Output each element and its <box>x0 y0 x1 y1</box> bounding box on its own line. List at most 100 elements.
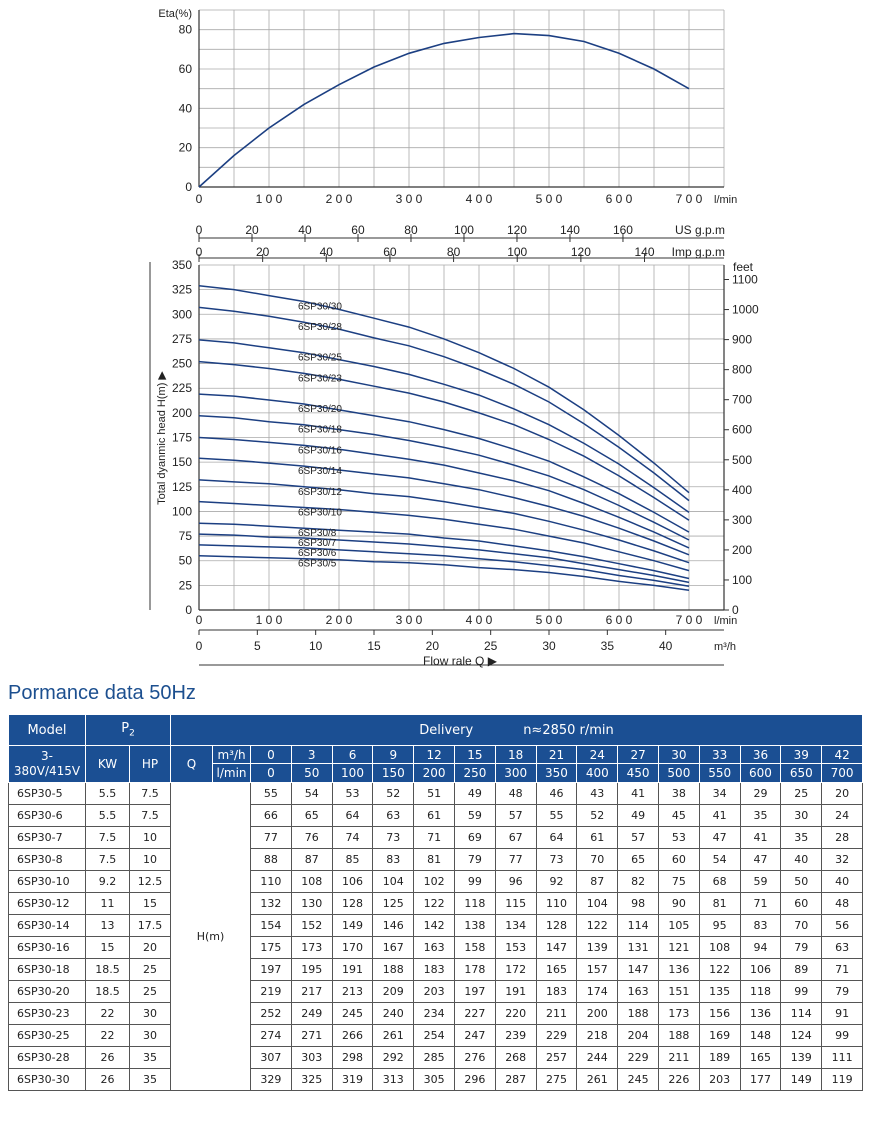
feet-axis-unit: feet <box>733 260 754 274</box>
kw-cell: 26 <box>85 1068 130 1091</box>
x-tick-label: 5 0 0 <box>536 613 563 627</box>
head-value-cell: 142 <box>413 914 455 937</box>
voltage-header: 3- 380V/415V <box>8 745 86 783</box>
head-value-cell: 63 <box>372 804 415 827</box>
hp-cell: 25 <box>128 958 172 981</box>
feet-tick-label: 200 <box>732 543 752 557</box>
head-value-cell: 219 <box>250 980 292 1003</box>
head-value-cell: 191 <box>331 958 374 981</box>
feet-tick-label: 300 <box>732 513 752 527</box>
head-value-cell: 122 <box>413 892 455 915</box>
head-value-cell: 108 <box>698 936 741 959</box>
head-value-cell: 79 <box>821 980 863 1003</box>
y-tick-label: 50 <box>179 554 193 568</box>
m3h-tick-label: 10 <box>309 639 323 653</box>
head-value-cell: 50 <box>780 870 823 893</box>
table-row: 6SP30-12 11 15 132 130 128 125 122 118 115 110 104 9… <box>8 892 863 915</box>
m3h-axis-unit: m³/h <box>714 641 736 653</box>
usgpm-tick-label: 0 <box>196 223 203 237</box>
head-curve <box>198 284 690 494</box>
head-value-cell: 74 <box>331 826 374 849</box>
q-lmin-cell: 200 <box>413 763 455 783</box>
head-chart: 0255075100125150175200225250275300325350… <box>149 223 759 668</box>
kw-cell: 5.5 <box>85 804 130 827</box>
table-row: 6SP30-28 26 35 307 303 298 292 285 276 268 257 244 2… <box>8 1046 863 1069</box>
head-value-cell: 274 <box>250 1024 292 1047</box>
head-value-cell: 197 <box>454 980 496 1003</box>
y-tick-label: 80 <box>179 23 193 37</box>
m3h-tick-label: 15 <box>367 639 381 653</box>
head-value-cell: 239 <box>494 1024 537 1047</box>
series-label: 6SP30/16 <box>298 445 342 456</box>
impgpm-tick-label: 40 <box>320 245 334 259</box>
hp-header: HP <box>128 745 172 783</box>
head-value-cell: 122 <box>576 914 619 937</box>
head-value-cell: 121 <box>657 936 700 959</box>
head-value-cell: 70 <box>780 914 823 937</box>
m3h-tick-label: 0 <box>196 639 203 653</box>
hp-cell: 7.5 <box>128 804 172 827</box>
hp-cell: 12.5 <box>128 870 172 893</box>
head-value-cell: 153 <box>494 936 537 959</box>
hp-cell: 35 <box>128 1068 172 1091</box>
head-value-cell: 81 <box>413 848 455 871</box>
table-row: 6SP30-5 5.5 7.5 H(m) 55 54 53 52 51 49 48 46 43 41 38 3… <box>8 782 863 1091</box>
head-value-cell: 60 <box>780 892 823 915</box>
head-value-cell: 65 <box>290 804 333 827</box>
head-value-cell: 245 <box>331 1002 374 1025</box>
head-value-cell: 104 <box>372 870 415 893</box>
head-value-cell: 220 <box>494 1002 537 1025</box>
head-value-cell: 128 <box>331 892 374 915</box>
head-value-cell: 178 <box>454 958 496 981</box>
hp-cell: 25 <box>128 980 172 1003</box>
efficiency-chart: 0 20 40 60 80 0 1 0 0 2 0 0 3 0 0 4 0 0 5 0 0 6 0 0… <box>158 8 737 206</box>
series-label: 6SP30/6 <box>298 548 337 559</box>
head-value-cell: 45 <box>657 804 700 827</box>
m3h-unit: m³/h <box>212 745 252 764</box>
q-m3h-cell: 27 <box>617 745 659 764</box>
head-value-cell: 40 <box>780 848 823 871</box>
series-label: 6SP30/5 <box>298 559 337 570</box>
head-value-cell: 191 <box>494 980 537 1003</box>
feet-tick-label: 900 <box>732 333 752 347</box>
m3h-tick-label: 5 <box>254 639 261 653</box>
table-row: 6SP30-20 18.5 25 219 217 213 209 203 197 191 183 17… <box>8 980 863 1003</box>
feet-tick-label: 1100 <box>732 273 758 287</box>
q-lmin-cell: 100 <box>331 763 374 783</box>
head-value-cell: 90 <box>657 892 700 915</box>
head-value-cell: 131 <box>617 936 659 959</box>
head-value-cell: 82 <box>617 870 659 893</box>
head-value-cell: 154 <box>250 914 292 937</box>
x-tick-label: 7 0 0 <box>676 192 703 206</box>
head-value-cell: 217 <box>290 980 333 1003</box>
x-tick-label: 0 <box>196 613 203 627</box>
q-header: Q <box>170 745 214 783</box>
head-value-cell: 73 <box>535 848 578 871</box>
q-m3h-cell: 39 <box>780 745 823 764</box>
head-value-cell: 147 <box>617 958 659 981</box>
performance-table-body: 6SP30-5 5.5 7.5 H(m) 55 54 53 52 51 49 48 46 43 41 38 3… <box>8 782 863 1091</box>
head-curve <box>198 533 690 584</box>
head-value-cell: 41 <box>739 826 782 849</box>
head-value-cell: 319 <box>331 1068 374 1091</box>
series-label: 6SP30/20 <box>298 404 342 415</box>
head-value-cell: 79 <box>454 848 496 871</box>
q-lmin-cell: 400 <box>576 763 619 783</box>
head-value-cell: 29 <box>739 782 782 805</box>
head-value-cell: 71 <box>413 826 455 849</box>
p2-subscript: 2 <box>129 728 135 739</box>
head-value-cell: 83 <box>372 848 415 871</box>
head-value-cell: 261 <box>576 1068 619 1091</box>
head-value-cell: 108 <box>290 870 333 893</box>
impgpm-tick-label: 60 <box>383 245 397 259</box>
series-label: 6SP30/23 <box>298 373 342 384</box>
head-value-cell: 20 <box>821 782 863 805</box>
series-label: 6SP30/28 <box>298 322 342 333</box>
x-axis-unit: l/min <box>714 615 737 627</box>
head-value-cell: 292 <box>372 1046 415 1069</box>
model-cell: 6SP30-7 <box>8 826 86 849</box>
head-value-cell: 136 <box>657 958 700 981</box>
usgpm-tick-label: 160 <box>613 223 633 237</box>
head-value-cell: 245 <box>617 1068 659 1091</box>
